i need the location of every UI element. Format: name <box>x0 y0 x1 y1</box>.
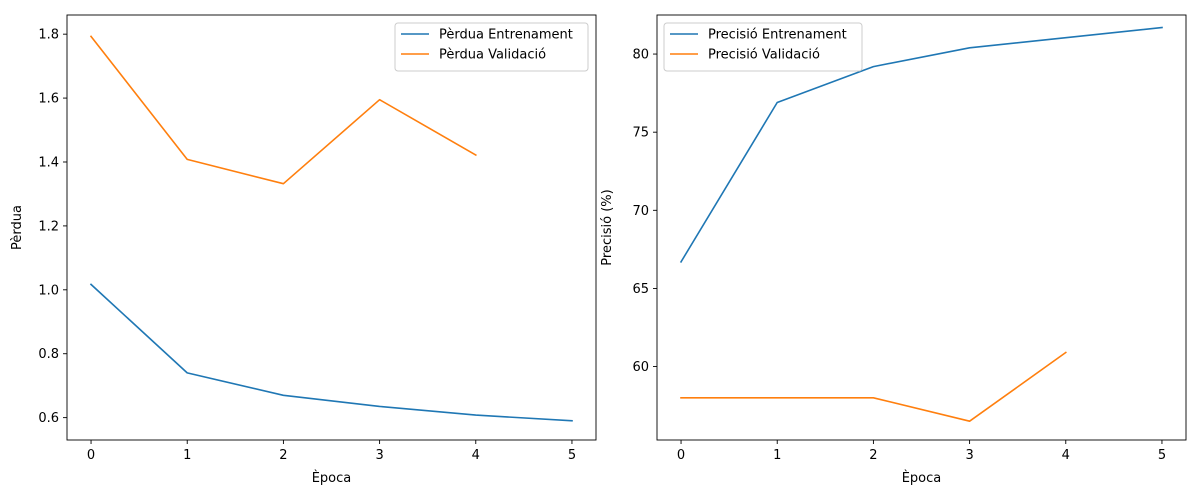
legend-box <box>394 22 589 72</box>
legend: Pèrdua Entrenament Pèrdua Validació <box>394 22 589 72</box>
series-line-2 <box>680 351 1067 423</box>
legend-box <box>663 22 863 72</box>
x-tick-label: 4 <box>1062 448 1070 463</box>
x-tick-label: 5 <box>1158 448 1166 463</box>
x-tick-label: 3 <box>965 448 973 463</box>
x-tick-label: 1 <box>773 448 781 463</box>
y-tick-label: 60 <box>632 360 649 375</box>
x-axis-label: Època <box>902 470 942 486</box>
y-tick-label: 0.8 <box>38 347 59 362</box>
legend-label-2: Pèrdua Validació <box>439 48 546 63</box>
axes-frame <box>656 14 1187 441</box>
x-axis-label: Època <box>312 470 352 486</box>
x-tick-label: 1 <box>183 448 191 463</box>
y-axis-label: Precisió (%) <box>600 189 615 265</box>
series-line-2 <box>89 35 477 185</box>
x-tick-label: 2 <box>279 448 287 463</box>
y-tick-label: 1.2 <box>38 219 59 234</box>
legend-label-1: Pèrdua Entrenament <box>439 28 573 43</box>
y-tick-label: 1.6 <box>38 92 59 107</box>
series-line-1 <box>679 26 1163 263</box>
x-tick-label: 0 <box>87 448 95 463</box>
x-tick-label: 0 <box>677 448 685 463</box>
series-line-1 <box>89 283 573 422</box>
y-tick-label: 0.6 <box>38 411 59 426</box>
chart-panel-1: 0 1 2 3 4 5 0.6 0.8 1.0 1.2 1.4 1.6 1.8 Època Pèrdua Pè… <box>10 14 597 486</box>
y-tick-label: 1.4 <box>38 155 59 170</box>
y-tick-label: 70 <box>632 204 649 219</box>
y-tick-label: 1.0 <box>38 283 59 298</box>
legend: Precisió Entrenament Precisió Validació <box>663 22 863 72</box>
x-tick-label: 4 <box>472 448 480 463</box>
legend-label-2: Precisió Validació <box>708 48 820 63</box>
y-tick-label: 65 <box>632 282 649 297</box>
x-tick-label: 2 <box>869 448 877 463</box>
y-tick-label: 75 <box>632 126 649 141</box>
x-tick-label: 3 <box>375 448 383 463</box>
y-tick-label: 1.8 <box>38 28 59 43</box>
y-tick-label: 80 <box>632 48 649 63</box>
y-axis-label: Pèrdua <box>10 205 25 250</box>
x-tick-label: 5 <box>568 448 576 463</box>
axes-frame <box>66 14 597 441</box>
chart-panel-2: 0 1 2 3 4 5 60 65 70 75 80 Època Precisió (%) Precisi… <box>600 14 1187 486</box>
legend-label-1: Precisió Entrenament <box>708 28 847 43</box>
